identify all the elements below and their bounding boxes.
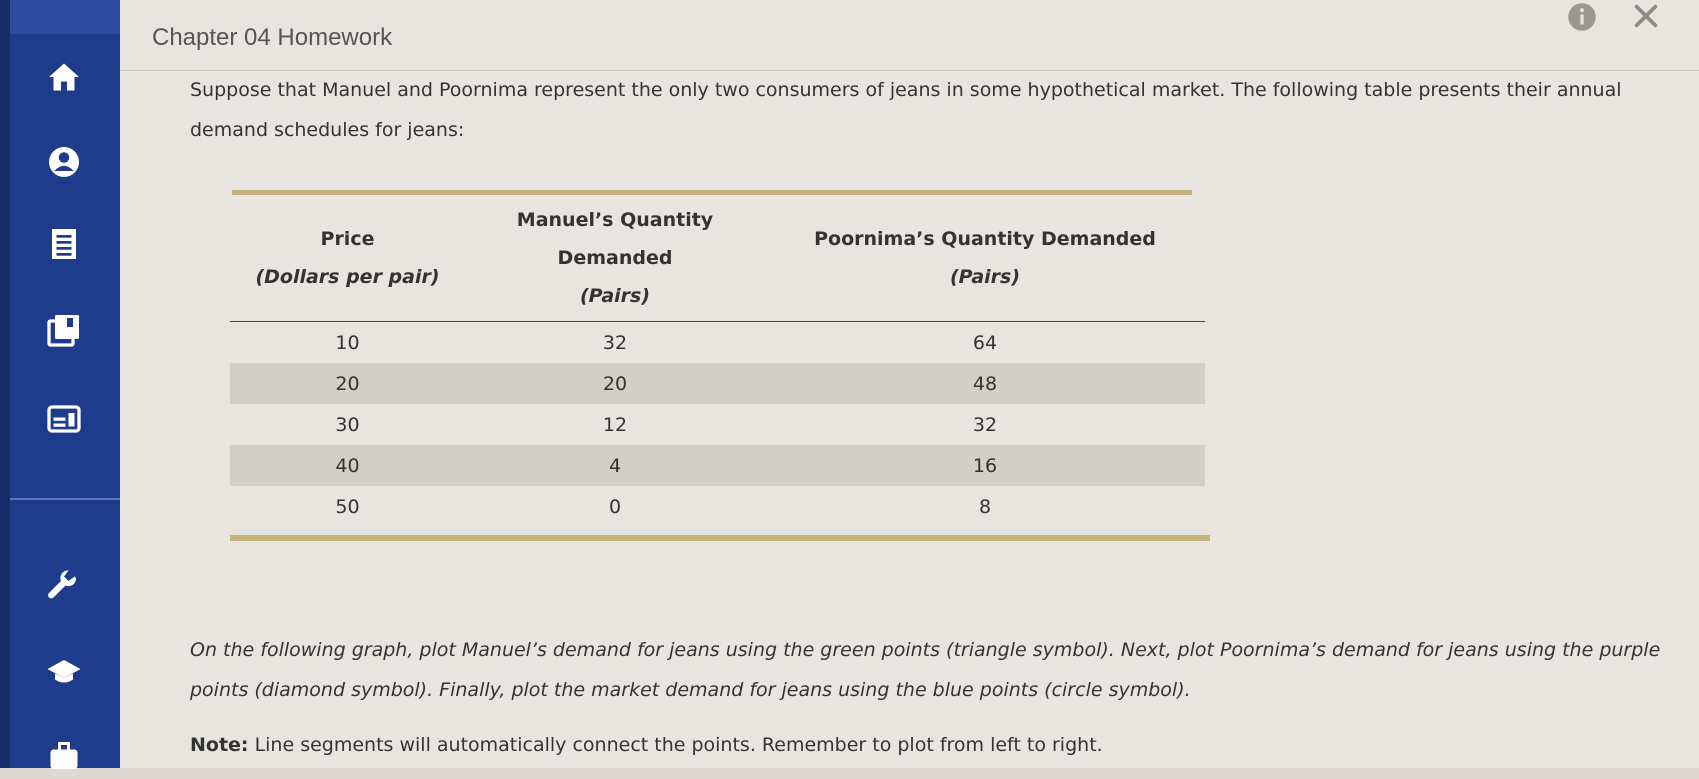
cell-price: 50: [335, 495, 360, 518]
cell-price: 30: [335, 413, 360, 436]
table-bottom-rule: [230, 535, 1210, 541]
table-row: 30 12 32: [230, 404, 1205, 445]
header-manuel: Manuel’s Quantity Demanded (Pairs): [465, 195, 765, 322]
header-poornima: Poornima’s Quantity Demanded (Pairs): [765, 195, 1205, 322]
header-price-label: Price: [320, 228, 375, 250]
sidebar-divider: [10, 498, 120, 500]
demand-schedule-table: Price (Dollars per pair) Manuel’s Quanti…: [230, 195, 1205, 527]
header-bar: Chapter 04 Homework: [120, 0, 1699, 71]
header-poornima-unit: (Pairs): [949, 266, 1021, 288]
cell-price: 40: [230, 445, 465, 486]
main-panel: Chapter 04 Homework Suppose that Manuel …: [120, 0, 1699, 768]
cell-poornima: 48: [765, 363, 1205, 404]
header-price: Price (Dollars per pair): [230, 195, 465, 322]
cell-poornima: 8: [978, 495, 992, 518]
close-icon[interactable]: [1630, 0, 1662, 32]
table-header-row: Price (Dollars per pair) Manuel’s Quanti…: [230, 195, 1205, 322]
table-row: 10 32 64: [230, 322, 1205, 364]
note-body: Line segments will automatically connect…: [248, 734, 1103, 756]
cell-manuel: 4: [465, 445, 765, 486]
cell-poornima: 64: [972, 331, 998, 354]
cell-manuel: 0: [608, 495, 622, 518]
note-text: Note: Line segments will automatically c…: [190, 725, 1680, 765]
header-manuel-label: Manuel’s Quantity Demanded: [516, 209, 714, 269]
table-row: 40 4 16: [230, 445, 1205, 486]
cell-manuel: 12: [602, 413, 628, 436]
header-manuel-unit: (Pairs): [579, 285, 651, 307]
table-top-rule: [232, 190, 1192, 195]
cell-price: 20: [230, 363, 465, 404]
home-icon[interactable]: [42, 55, 86, 99]
header-price-unit: (Dollars per pair): [255, 266, 440, 288]
document-icon[interactable]: [42, 222, 86, 266]
intro-text: Suppose that Manuel and Poornima represe…: [190, 79, 1622, 141]
graduation-cap-icon[interactable]: [42, 650, 86, 694]
cell-poornima: 16: [765, 445, 1205, 486]
sidebar-top-strip: [10, 0, 120, 34]
cell-manuel: 32: [602, 331, 628, 354]
cell-poornima: 32: [972, 413, 998, 436]
instruction-text: On the following graph, plot Manuel’s de…: [190, 639, 1661, 701]
demand-table: Price (Dollars per pair) Manuel’s Quanti…: [230, 190, 1210, 541]
cell-manuel: 20: [465, 363, 765, 404]
wrench-icon[interactable]: [42, 565, 86, 609]
info-icon[interactable]: [1567, 2, 1597, 32]
briefcase-icon[interactable]: [42, 735, 86, 779]
page-title: Chapter 04 Homework: [152, 24, 393, 51]
cell-price: 10: [335, 331, 360, 354]
table-row: 20 20 48: [230, 363, 1205, 404]
calendar-icon[interactable]: [42, 397, 86, 441]
book-icon[interactable]: [42, 308, 86, 352]
user-icon[interactable]: [42, 140, 86, 184]
note-label: Note:: [190, 734, 249, 756]
sidebar: [0, 0, 120, 769]
table-row: 50 0 8: [230, 486, 1205, 527]
sidebar-edge: [0, 0, 10, 768]
header-poornima-label: Poornima’s Quantity Demanded: [814, 228, 1156, 250]
